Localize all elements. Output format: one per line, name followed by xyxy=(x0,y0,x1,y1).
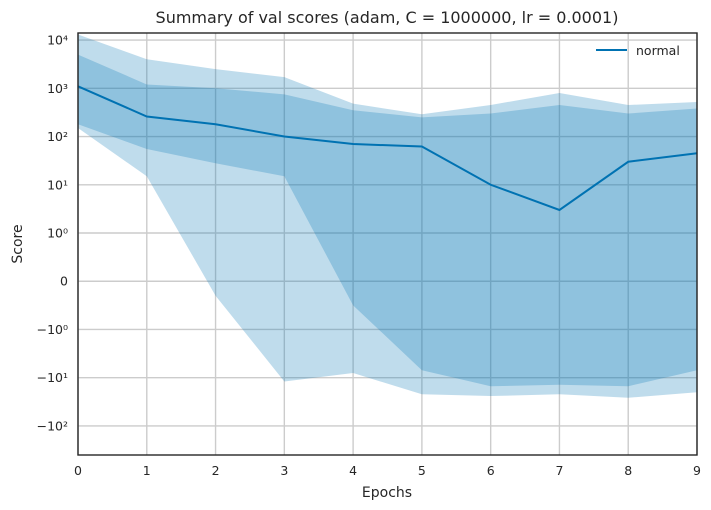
y-tick-label: 10³ xyxy=(47,81,68,96)
y-tick-label: −10¹ xyxy=(37,370,68,385)
chart-title: Summary of val scores (adam, C = 1000000… xyxy=(156,8,619,27)
x-tick-label: 4 xyxy=(349,463,357,478)
x-tick-label: 1 xyxy=(143,463,151,478)
y-tick-labels: 10⁴ 10³ 10² 10¹ 10⁰ 0 −10⁰ −10¹ −10² xyxy=(37,33,68,434)
mean-lines xyxy=(77,85,698,212)
mean-line-normal xyxy=(77,85,698,212)
y-tick-label: 10¹ xyxy=(47,177,68,192)
y-tick-label: 10⁰ xyxy=(47,226,68,241)
x-tick-label: 5 xyxy=(418,463,426,478)
inner-band xyxy=(78,54,697,387)
x-tick-label: 0 xyxy=(74,463,82,478)
outer-band xyxy=(78,34,697,398)
x-tick-label: 7 xyxy=(555,463,563,478)
confidence-bands xyxy=(78,34,697,398)
x-tick-label: 2 xyxy=(212,463,220,478)
x-axis-label: Epochs xyxy=(362,485,412,501)
y-tick-label: −10⁰ xyxy=(37,322,68,337)
plot-frame xyxy=(77,32,698,456)
x-tick-label: 9 xyxy=(693,463,701,478)
legend-label-normal: normal xyxy=(636,43,680,58)
y-axis-label: Score xyxy=(10,224,26,263)
x-tick-label: 3 xyxy=(280,463,288,478)
x-tick-label: 6 xyxy=(487,463,495,478)
legend: normal xyxy=(596,43,680,58)
y-tick-label: 10² xyxy=(47,129,68,144)
x-tick-labels: 0 1 2 3 4 5 6 7 8 9 xyxy=(74,463,701,478)
y-tick-label: −10² xyxy=(37,418,68,433)
y-tick-label: 0 xyxy=(60,274,68,289)
y-tick-label: 10⁴ xyxy=(47,33,68,48)
x-tick-label: 8 xyxy=(624,463,632,478)
